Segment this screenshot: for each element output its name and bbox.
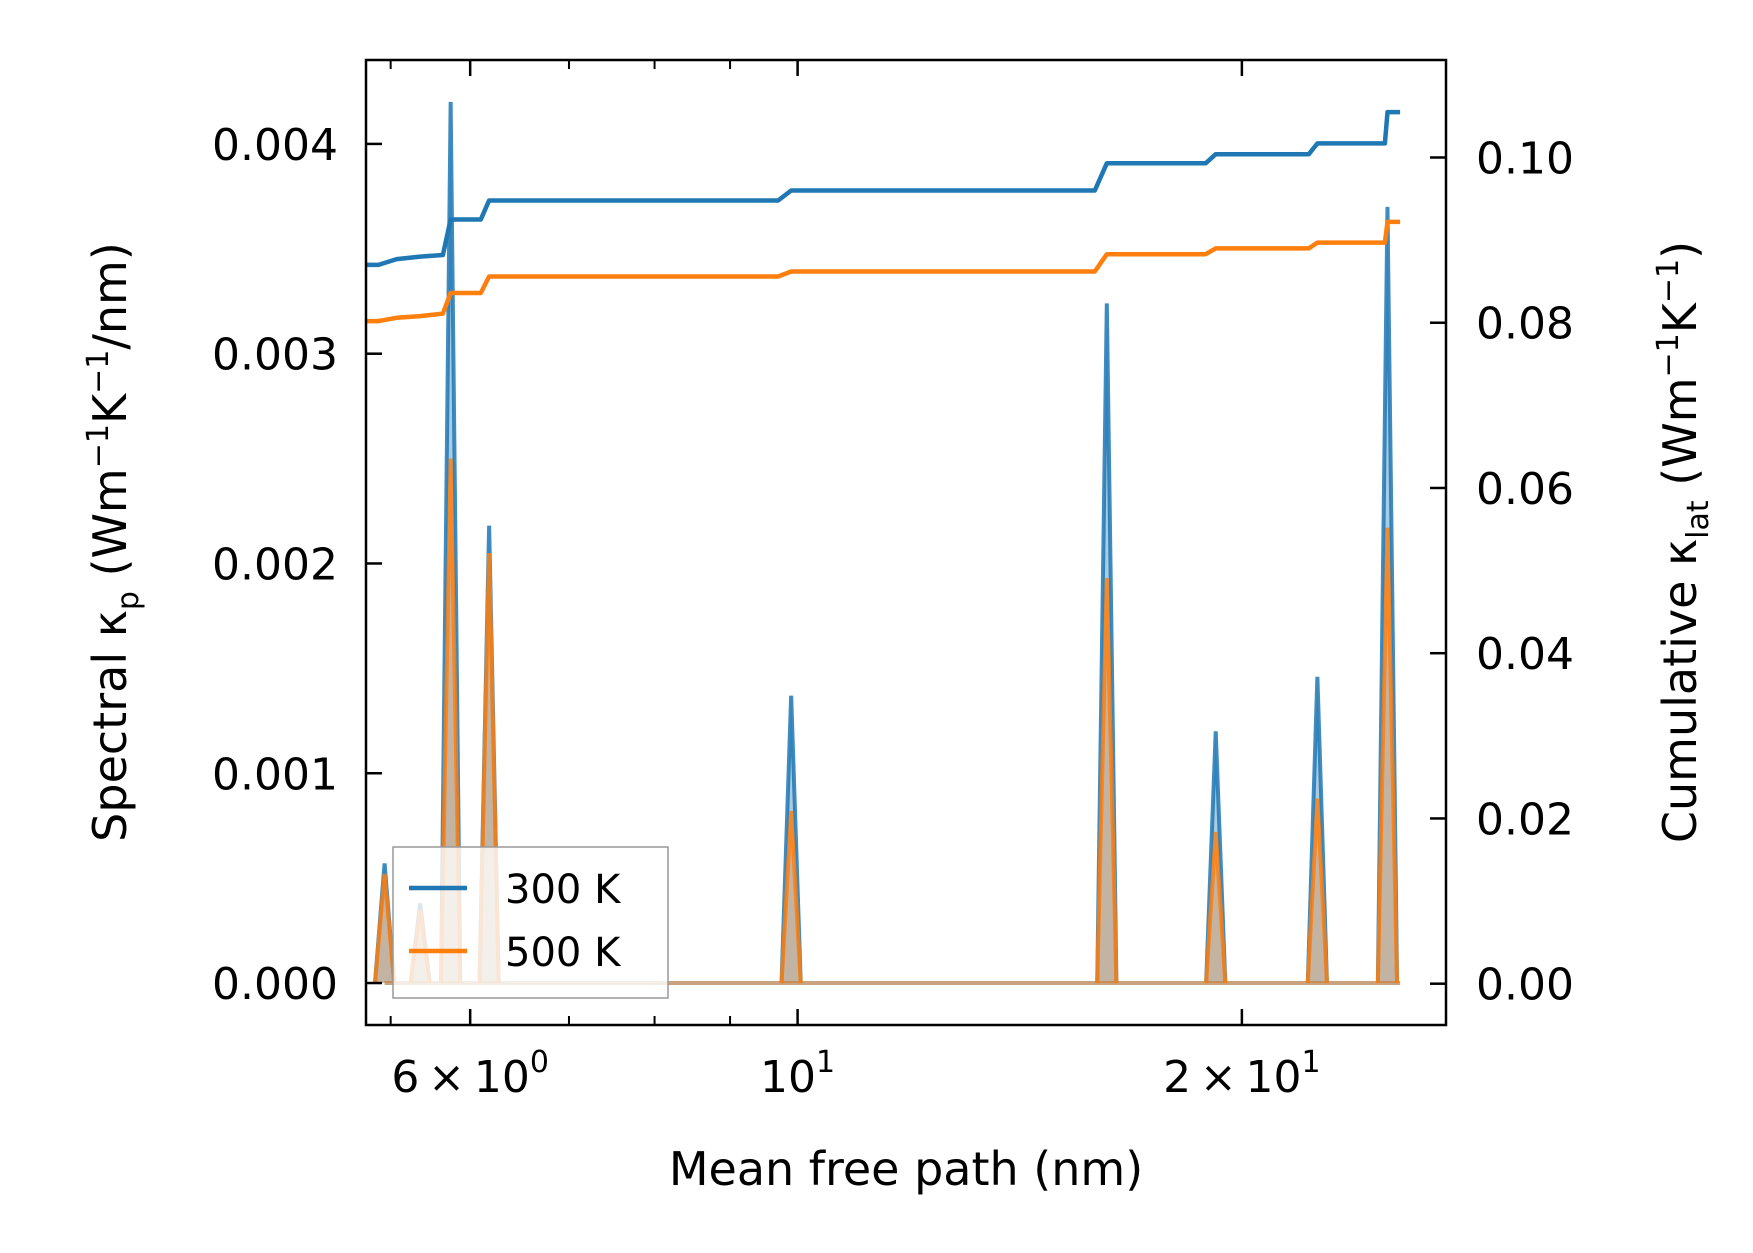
legend-box <box>392 846 669 999</box>
spectral-peak-500k-8 <box>1375 527 1400 984</box>
spectral-peak-300k-6 <box>1204 731 1228 984</box>
right-axis-title: Cumulative κlat (Wm−1K−1) <box>1651 241 1716 843</box>
spectral-peak-300k-4 <box>779 695 803 984</box>
ticks-layer: 0.000 0.001 0.002 0.003 0.004 0.00 0.02 0.04 0.0… <box>212 60 1574 1103</box>
legend-label-500k: 500 K <box>505 930 622 976</box>
spectral-peak-500k-4 <box>779 810 803 984</box>
right-y-tick-label: 0.00 <box>1476 960 1574 1011</box>
right-y-tick-label: 0.02 <box>1476 794 1574 845</box>
plot-frame <box>364 58 1448 1027</box>
x-tick-mantissa: 2 × <box>1163 1052 1245 1103</box>
cumulative-line-500k <box>366 219 1401 324</box>
right-y-tick-label: 0.10 <box>1476 133 1574 184</box>
spectral-fill-500k-5 <box>1097 578 1117 984</box>
left-y-tick-label: 0.004 <box>212 120 338 171</box>
spectral-peak-500k-3 <box>477 552 501 984</box>
x-tick-label: 2 × 101 <box>1163 1045 1321 1103</box>
spectral-peak-300k-8 <box>1375 206 1400 984</box>
spectral-fill-300k-0 <box>374 863 395 984</box>
legend: 300 K 500 K <box>392 846 669 999</box>
spectral-peak-300k-7 <box>1305 676 1329 984</box>
x-tick-label: 6 × 100 <box>391 1045 549 1103</box>
left-y-tick-label: 0.000 <box>212 959 338 1010</box>
cumulative-line-300k <box>366 109 1401 268</box>
left-y-tick-label: 0.002 <box>212 539 338 590</box>
spectral-fill-500k-8 <box>1377 527 1398 984</box>
x-tick-mantissa: 6 × <box>391 1052 473 1103</box>
left-y-tick-label: 0.003 <box>212 330 338 381</box>
x-tick-base: 10 <box>1246 1052 1302 1103</box>
x-tick-label: 101 <box>760 1045 835 1103</box>
x-tick-exponent: 0 <box>530 1045 549 1080</box>
spectral-fill-500k-4 <box>781 811 801 984</box>
spectral-peak-500k-0 <box>372 873 397 984</box>
x-tick-exponent: 1 <box>816 1045 835 1080</box>
spectral-peak-300k-5 <box>1095 303 1119 984</box>
spectral-peak-500k-5 <box>1095 578 1119 984</box>
x-axis-title: Mean free path (nm) <box>669 1142 1143 1196</box>
x-tick-exponent: 1 <box>1302 1045 1321 1080</box>
left-y-tick-label: 0.001 <box>212 749 338 800</box>
spectral-peak-500k-6 <box>1204 831 1228 984</box>
right-y-tick-label: 0.06 <box>1476 464 1574 515</box>
spectral-peak-500k-7 <box>1305 798 1329 984</box>
spectral-fill-500k-7 <box>1307 798 1327 984</box>
legend-label-300k: 300 K <box>505 867 622 913</box>
spectral-fill-500k-6 <box>1206 832 1226 984</box>
right-y-tick-label: 0.04 <box>1476 629 1574 680</box>
left-axis-title: Spectral κp (Wm−1K−1/nm) <box>81 242 146 842</box>
right-y-tick-label: 0.08 <box>1476 299 1574 350</box>
x-tick-base: 10 <box>760 1052 816 1103</box>
spectral-fill-500k-0 <box>374 873 395 984</box>
x-tick-base: 10 <box>474 1052 530 1103</box>
spectral-peak-300k-2 <box>439 101 463 984</box>
spectral-peak-500k-2 <box>439 458 463 984</box>
